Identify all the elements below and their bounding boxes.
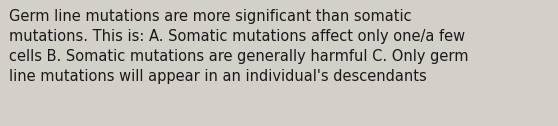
Text: Germ line mutations are more significant than somatic
mutations. This is: A. Som: Germ line mutations are more significant…: [9, 9, 468, 84]
